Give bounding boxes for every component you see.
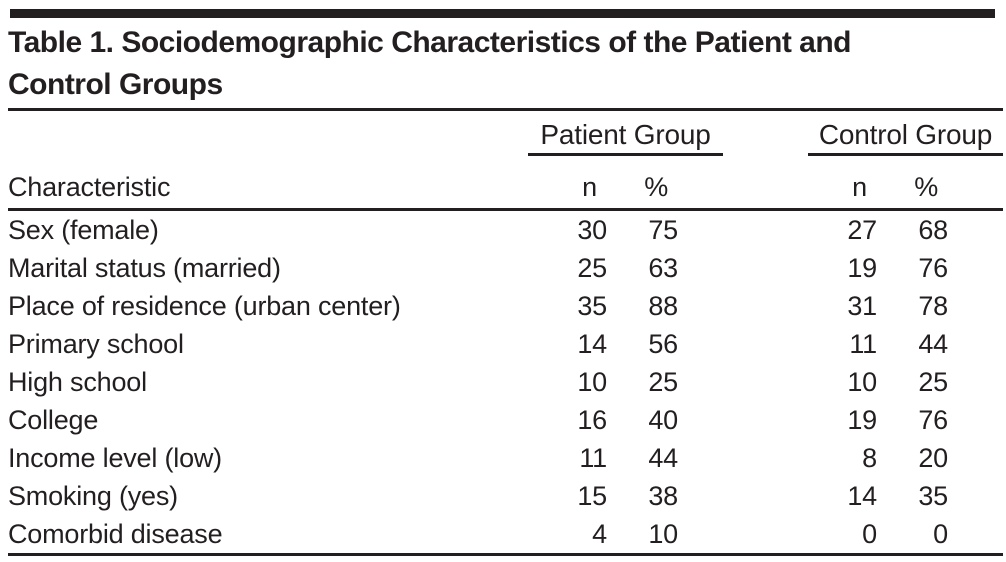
table-row: High school 10 25 10 25 (8, 363, 1003, 401)
control-n-value: 8 (862, 442, 877, 473)
control-n-value: 27 (847, 214, 877, 245)
row-label: Marital status (married) (8, 252, 281, 283)
patient-n-value: 15 (577, 480, 607, 511)
control-pct-value: 35 (918, 480, 948, 511)
row-gap (678, 477, 798, 515)
row-gap (678, 287, 798, 325)
characteristic-column-header: Characteristic (8, 156, 528, 211)
patient-n-value: 10 (577, 366, 607, 397)
header-pad (948, 156, 1004, 211)
row-gap (678, 325, 798, 363)
header-gap (678, 156, 798, 211)
table-row: Income level (low) 11 44 8 20 (8, 439, 1003, 477)
row-label: Primary school (8, 328, 184, 359)
control-n-value: 19 (847, 252, 877, 283)
row-label: High school (8, 366, 147, 397)
table-row: Place of residence (urban center) 35 88 … (8, 287, 1003, 325)
table-row: Marital status (married) 25 63 19 76 (8, 249, 1003, 287)
patient-pct-value: 10 (648, 518, 678, 549)
row-gap (678, 363, 798, 401)
patient-pct-value: 44 (648, 442, 678, 473)
control-pct-value: 76 (918, 404, 948, 435)
table-row: Comorbid disease 4 10 0 0 (8, 515, 1003, 555)
row-pad (948, 477, 1003, 515)
row-gap (678, 210, 798, 250)
control-pct-value: 25 (918, 366, 948, 397)
table-title-line-1: Table 1. Sociodemographic Characteristic… (8, 26, 852, 59)
control-pct-value: 44 (918, 328, 948, 359)
patient-pct-value: 25 (648, 366, 678, 397)
row-gap (678, 515, 798, 555)
patient-n-value: 30 (577, 214, 607, 245)
patient-pct-value: 40 (648, 404, 678, 435)
control-pct-value: 0 (933, 518, 948, 549)
patient-pct-value: 38 (648, 480, 678, 511)
patient-n-value: 4 (592, 518, 607, 549)
patient-pct-value: 75 (648, 214, 678, 245)
control-pct-value: 76 (918, 252, 948, 283)
patient-n-value: 14 (577, 328, 607, 359)
patient-n-value: 25 (577, 252, 607, 283)
control-pct-value: 20 (918, 442, 948, 473)
control-n-value: 31 (847, 290, 877, 321)
row-pad (948, 249, 1003, 287)
patient-group-header-cell: Patient Group (528, 110, 798, 156)
row-label: Sex (female) (8, 214, 159, 245)
table-row: Primary school 14 56 11 44 (8, 325, 1003, 363)
row-label: Comorbid disease (8, 518, 223, 549)
row-gap (678, 401, 798, 439)
row-pad (948, 325, 1003, 363)
row-gap (678, 439, 798, 477)
row-pad (948, 210, 1003, 250)
patient-pct-value: 88 (648, 290, 678, 321)
row-pad (948, 439, 1003, 477)
control-n-value: 10 (847, 366, 877, 397)
patient-n-value: 16 (577, 404, 607, 435)
row-pad (948, 401, 1003, 439)
control-group-header-cell: Control Group (798, 110, 1003, 156)
row-label: Income level (low) (8, 442, 222, 473)
group-header-spacer (8, 110, 528, 157)
patient-n-value: 35 (577, 290, 607, 321)
sociodemographic-table: Patient Group Control Group Characterist… (8, 108, 1004, 556)
row-label: College (8, 404, 99, 435)
patient-group-header: Patient Group (528, 119, 723, 156)
control-n-value: 19 (847, 404, 877, 435)
row-label: Place of residence (urban center) (8, 290, 401, 321)
row-gap (678, 249, 798, 287)
patient-pct-value: 63 (648, 252, 678, 283)
control-pct-value: 78 (918, 290, 948, 321)
row-pad (948, 363, 1003, 401)
patient-pct-column-header: % (607, 156, 678, 211)
control-n-value: 14 (847, 480, 877, 511)
patient-n-value: 11 (579, 442, 607, 473)
row-label: Smoking (yes) (8, 480, 178, 511)
row-pad (948, 515, 1003, 555)
table-row: College 16 40 19 76 (8, 401, 1003, 439)
column-header-row: Characteristic n % n % (8, 156, 1004, 211)
control-n-value: 0 (862, 518, 877, 549)
row-pad (948, 287, 1003, 325)
patient-pct-value: 56 (648, 328, 678, 359)
control-n-value: 11 (849, 328, 877, 359)
table-row: Sex (female) 30 75 27 68 (8, 210, 1003, 250)
table-title: Table 1. Sociodemographic Characteristic… (8, 22, 1004, 106)
control-n-column-header: n (798, 156, 877, 211)
control-group-header: Control Group (808, 119, 1003, 156)
control-pct-column-header: % (877, 156, 948, 211)
patient-n-column-header: n (528, 156, 607, 211)
group-header-row: Patient Group Control Group (8, 110, 1003, 157)
control-pct-value: 68 (918, 214, 948, 245)
top-rule-bar (10, 9, 995, 18)
table-title-line-2: Control Groups (8, 68, 223, 101)
table-row: Smoking (yes) 15 38 14 35 (8, 477, 1003, 515)
